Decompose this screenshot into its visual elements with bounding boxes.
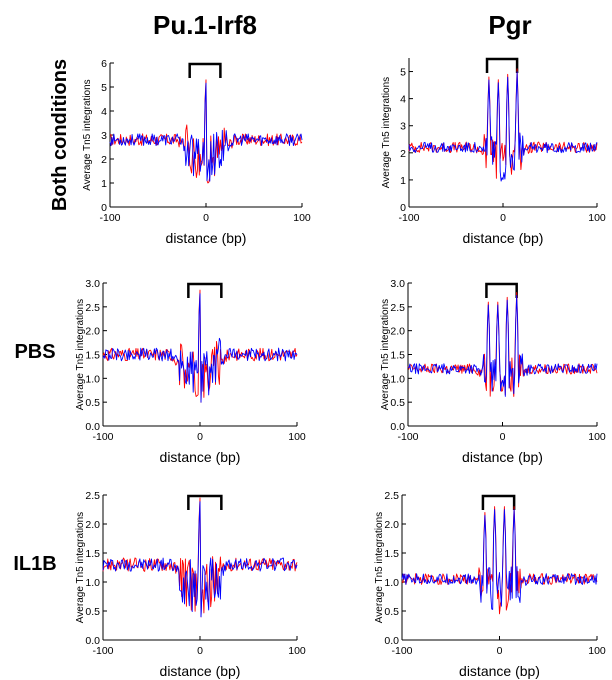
x-tick-label: 100: [293, 212, 311, 224]
y-tick-label: 4: [400, 94, 406, 106]
trace-blue: [102, 293, 298, 403]
y-tick-label: 2.5: [85, 490, 100, 502]
y-tick-label: 0.0: [85, 421, 100, 433]
y-tick-label: 3.0: [85, 278, 100, 290]
y-tick-label: 1.0: [384, 577, 399, 589]
x-tick-label: -100: [391, 645, 412, 657]
y-tick-label: 5: [101, 82, 107, 94]
y-tick-label: 0.0: [85, 635, 100, 647]
y-tick-label: 3: [400, 121, 406, 133]
footprint-bracket: [188, 62, 222, 78]
x-tick-label: -100: [99, 212, 120, 224]
y-tick-label: 0.5: [85, 397, 100, 409]
column-title-pgr: Pgr: [488, 10, 531, 40]
x-tick-label: 100: [588, 212, 606, 224]
trace-blue: [102, 501, 298, 618]
x-tick-label: 0: [203, 212, 209, 224]
y-axis-label: Average Tn5 integrations: [380, 299, 391, 410]
x-axis-label: distance (bp): [160, 449, 241, 465]
y-tick-label: 0: [101, 202, 107, 214]
y-tick-label: 0.5: [390, 397, 405, 409]
y-tick-label: 1.0: [85, 577, 100, 589]
y-tick-label: 2.0: [384, 519, 399, 531]
chart-panel-pgr-il1b: 0.0 0.5 1.0 1.5 2.0 2.5 -100 0 100 distance (bp) A…: [374, 490, 606, 679]
chart-panel-pgr-pbs: 0.0 0.5 1.0 1.5 2.0 2.5 3.0 -100 0 100 distance (b…: [380, 278, 606, 465]
y-tick-label: 0.5: [384, 606, 399, 618]
y-tick-label: 0.0: [390, 421, 405, 433]
y-axis-label: Average Tn5 integrations: [82, 79, 93, 190]
y-tick-label: 2.0: [390, 326, 405, 338]
y-tick-label: 2.0: [85, 326, 100, 338]
footprint-bracket: [481, 494, 516, 510]
y-tick-label: 4: [101, 106, 107, 118]
x-tick-label: 0: [497, 645, 503, 657]
y-tick-label: 3.0: [390, 278, 405, 290]
y-axis-label: Average Tn5 integrations: [75, 512, 86, 623]
y-tick-label: 0.5: [85, 606, 100, 618]
row-label-both-conditions: Both conditions: [49, 59, 71, 211]
x-axis-label: distance (bp): [462, 449, 543, 465]
trace-blue: [109, 82, 303, 182]
y-tick-label: 1.0: [390, 373, 405, 385]
y-tick-label: 2: [400, 148, 406, 160]
y-tick-label: 1.0: [85, 373, 100, 385]
y-tick-label: 6: [101, 58, 107, 70]
x-axis-label: distance (bp): [166, 230, 247, 246]
x-tick-label: 0: [500, 431, 506, 443]
x-tick-label: 100: [588, 431, 606, 443]
footprint-bracket: [485, 282, 518, 298]
y-tick-label: 2.5: [85, 302, 100, 314]
trace-blue: [407, 294, 598, 397]
y-tick-label: 0: [400, 202, 406, 214]
x-tick-label: 100: [588, 645, 606, 657]
trace-blue: [408, 71, 598, 182]
row-label-il1b: IL1B: [13, 553, 56, 575]
y-axis-label: Average Tn5 integrations: [381, 77, 392, 188]
y-axis-label: Average Tn5 integrations: [374, 512, 385, 623]
y-axis-label: Average Tn5 integrations: [75, 299, 86, 410]
x-axis-label: distance (bp): [160, 663, 241, 679]
y-tick-label: 0.0: [384, 635, 399, 647]
trace-red: [102, 497, 298, 618]
row-label-pbs: PBS: [14, 341, 55, 363]
x-tick-label: -100: [92, 431, 113, 443]
x-axis-label: distance (bp): [463, 230, 544, 246]
column-title-pu1-irf8: Pu.1-Irf8: [153, 10, 257, 40]
y-tick-label: 1.5: [85, 548, 100, 560]
y-tick-label: 1: [400, 175, 406, 187]
x-axis-label: distance (bp): [459, 663, 540, 679]
y-tick-label: 2.5: [384, 490, 399, 502]
footprint-bracket: [485, 57, 519, 73]
y-tick-label: 3: [101, 130, 107, 142]
trace-red: [401, 506, 598, 615]
y-tick-label: 1.5: [384, 548, 399, 560]
x-tick-label: 100: [288, 431, 306, 443]
y-tick-label: 1.5: [390, 350, 405, 362]
footprint-bracket: [187, 494, 223, 510]
y-tick-label: 5: [400, 67, 406, 79]
x-tick-label: 0: [500, 212, 506, 224]
footprint-bracket: [187, 282, 223, 298]
x-tick-label: 0: [197, 431, 203, 443]
x-tick-label: -100: [92, 645, 113, 657]
y-tick-label: 1.5: [85, 350, 100, 362]
trace-blue: [401, 509, 598, 610]
chart-panel-pu1-irf8-il1b: 0.0 0.5 1.0 1.5 2.0 2.5 -100 0 100 distance (bp) A…: [75, 490, 306, 679]
y-tick-label: 2.5: [390, 302, 405, 314]
x-tick-label: -100: [397, 431, 418, 443]
x-tick-label: 100: [288, 645, 306, 657]
trace-red: [408, 68, 598, 179]
chart-panel-pu1-irf8-pbs: 0.0 0.5 1.0 1.5 2.0 2.5 3.0 -100 0 100 distance (b…: [75, 278, 306, 465]
y-tick-label: 2: [101, 154, 107, 166]
y-tick-label: 2.0: [85, 519, 100, 531]
x-tick-label: -100: [398, 212, 419, 224]
trace-red: [109, 79, 303, 184]
x-tick-label: 0: [197, 645, 203, 657]
y-tick-label: 1: [101, 178, 107, 190]
